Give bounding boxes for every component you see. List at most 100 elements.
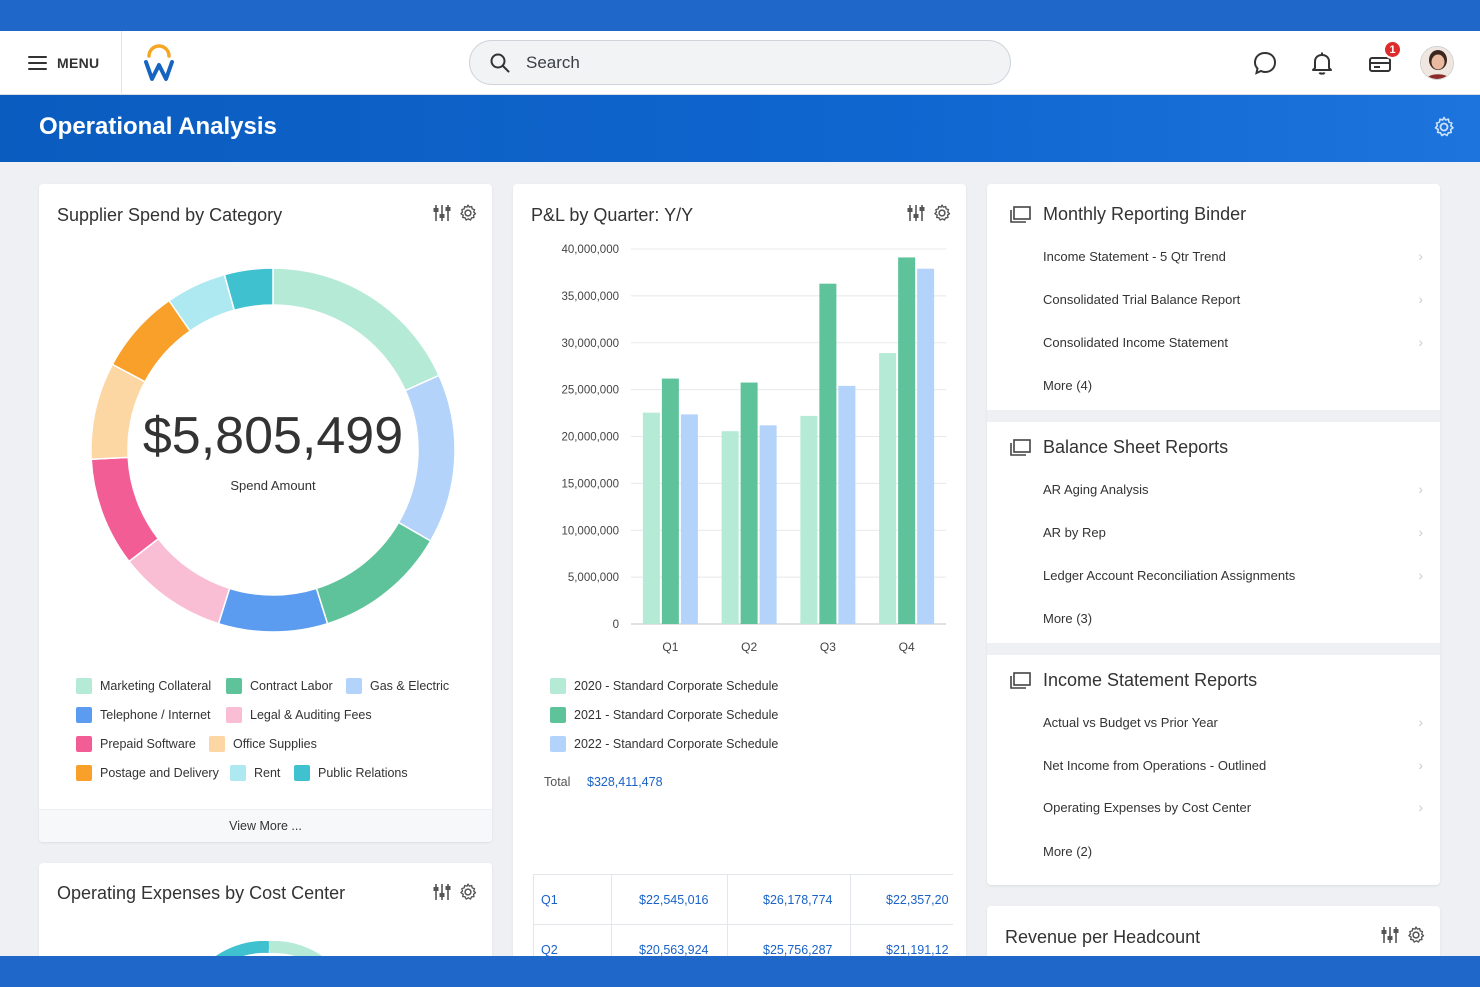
- legend-item[interactable]: Marketing Collateral: [76, 678, 211, 694]
- y-tick-label: 40,000,000: [561, 244, 619, 256]
- report-link-ledger-reconciliation[interactable]: Ledger Account Reconciliation Assignment…: [1043, 560, 1423, 590]
- balance-sheet-title: Balance Sheet Reports: [1043, 437, 1229, 457]
- workday-logo-icon[interactable]: [140, 43, 178, 83]
- report-link-consolidated-trial-balance[interactable]: Consolidated Trial Balance Report ›: [1043, 284, 1423, 314]
- filter-sliders-icon[interactable]: [432, 882, 452, 902]
- card-settings-gear-icon[interactable]: [458, 882, 478, 902]
- donut-slice-public-relations[interactable]: [223, 267, 274, 312]
- legend-label: Postage and Delivery: [100, 766, 219, 780]
- card-settings-gear-icon[interactable]: [1406, 925, 1426, 945]
- balance-sheet-header[interactable]: Balance Sheet Reports: [1009, 437, 1228, 458]
- filter-sliders-icon[interactable]: [1380, 925, 1400, 945]
- report-link-label: Ledger Account Reconciliation Assignment…: [1043, 567, 1296, 583]
- y-tick-label: 25,000,000: [561, 385, 619, 397]
- chat-icon[interactable]: [1251, 49, 1279, 77]
- income-statement-title: Income Statement Reports: [1043, 670, 1258, 690]
- bar-q4-series-3[interactable]: [917, 268, 935, 624]
- card-settings-gear-icon[interactable]: [932, 203, 952, 223]
- legend-item[interactable]: Contract Labor: [226, 678, 333, 694]
- y-tick-label: 5,000,000: [568, 572, 619, 584]
- top-bar: MENU 1: [0, 31, 1480, 95]
- bar-q2-series-3[interactable]: [759, 425, 777, 624]
- legend-label: Rent: [254, 766, 281, 780]
- supplier-spend-donut-chart: [90, 267, 456, 633]
- legend-label: 2020 - Standard Corporate Schedule: [574, 679, 779, 693]
- revenue-per-headcount-card: Revenue per Headcount: [987, 906, 1440, 956]
- legend-swatch: [76, 707, 92, 723]
- report-link-label: Income Statement - 5 Qtr Trend: [1043, 248, 1226, 264]
- page-settings-gear-icon[interactable]: [1432, 115, 1456, 139]
- legend-item[interactable]: Office Supplies: [209, 736, 317, 752]
- legend-item[interactable]: Gas & Electric: [346, 678, 449, 694]
- donut-slice-contract-labor[interactable]: [315, 521, 432, 625]
- search-box[interactable]: [469, 40, 1011, 85]
- chevron-right-icon: ›: [1418, 334, 1423, 350]
- legend-item[interactable]: Telephone / Internet: [76, 707, 211, 723]
- bar-q2-series-1[interactable]: [721, 431, 739, 624]
- legend-item[interactable]: Public Relations: [294, 765, 408, 781]
- inbox-icon[interactable]: [1366, 49, 1394, 77]
- report-link-label: Consolidated Trial Balance Report: [1043, 291, 1241, 307]
- legend-swatch: [76, 678, 92, 694]
- user-avatar[interactable]: [1420, 46, 1454, 80]
- report-link-net-income-operations[interactable]: Net Income from Operations - Outlined ›: [1043, 750, 1423, 780]
- bar-q3-series-3[interactable]: [838, 385, 856, 624]
- view-more-button[interactable]: View More ...: [39, 809, 492, 842]
- table-cell-2022: $21,191,12: [886, 942, 949, 957]
- donut-slice-marketing-collateral[interactable]: [272, 267, 441, 392]
- filter-sliders-icon[interactable]: [906, 203, 926, 223]
- filter-sliders-icon[interactable]: [432, 203, 452, 223]
- bar-q3-series-2[interactable]: [819, 283, 837, 624]
- report-link-income-statement-trend[interactable]: Income Statement - 5 Qtr Trend ›: [1043, 241, 1423, 271]
- page-title: Operational Analysis: [39, 113, 277, 140]
- table-divider: [850, 874, 851, 956]
- legend-item[interactable]: Legal & Auditing Fees: [226, 707, 372, 723]
- donut-slice-telephone-internet[interactable]: [217, 587, 329, 633]
- table-cell-2020: $20,563,924: [639, 942, 709, 957]
- bar-q4-series-2[interactable]: [898, 257, 916, 624]
- opex-donut-chart-partial: [215, 941, 323, 956]
- notification-bell-icon[interactable]: [1308, 49, 1336, 77]
- income-statement-more-link[interactable]: More (2): [1043, 844, 1093, 859]
- bar-q4-series-1[interactable]: [879, 353, 897, 624]
- report-link-consolidated-income-statement[interactable]: Consolidated Income Statement ›: [1043, 327, 1423, 357]
- income-statement-header[interactable]: Income Statement Reports: [1009, 670, 1257, 691]
- search-input[interactable]: [526, 52, 966, 73]
- bar-q1-series-2[interactable]: [661, 378, 679, 624]
- report-link-ar-by-rep[interactable]: AR by Rep ›: [1043, 517, 1423, 547]
- table-row[interactable]: Q1 $22,545,016 $26,178,774 $22,357,20: [533, 874, 953, 924]
- search-icon: [490, 53, 510, 72]
- x-tick-label: Q2: [741, 640, 757, 654]
- donut-slice-prepaid-software[interactable]: [90, 456, 160, 563]
- report-link-label: AR by Rep: [1043, 524, 1106, 540]
- legend-item[interactable]: 2022 - Standard Corporate Schedule: [550, 736, 778, 752]
- report-link-opex-by-cost-center[interactable]: Operating Expenses by Cost Center ›: [1043, 792, 1423, 822]
- report-link-label: Actual vs Budget vs Prior Year: [1043, 714, 1218, 730]
- chevron-right-icon: ›: [1418, 481, 1423, 497]
- legend-item[interactable]: Postage and Delivery: [76, 765, 219, 781]
- report-link-actual-vs-budget[interactable]: Actual vs Budget vs Prior Year ›: [1043, 707, 1423, 737]
- report-link-ar-aging[interactable]: AR Aging Analysis ›: [1043, 474, 1423, 504]
- chevron-right-icon: ›: [1418, 291, 1423, 307]
- bar-q1-series-1[interactable]: [642, 412, 660, 624]
- supplier-spend-card: Supplier Spend by Category $5,805,499 Sp…: [39, 184, 492, 842]
- legend-item[interactable]: 2020 - Standard Corporate Schedule: [550, 678, 778, 694]
- bar-q3-series-1[interactable]: [800, 415, 818, 624]
- balance-sheet-more-link[interactable]: More (3): [1043, 611, 1093, 626]
- menu-button[interactable]: MENU: [28, 51, 99, 75]
- bar-q1-series-3[interactable]: [680, 414, 698, 624]
- legend-item[interactable]: 2021 - Standard Corporate Schedule: [550, 707, 778, 723]
- monthly-binder-header[interactable]: Monthly Reporting Binder: [1009, 204, 1246, 225]
- legend-item[interactable]: Prepaid Software: [76, 736, 196, 752]
- supplier-spend-legend: Marketing Collateral Contract Labor Gas & …: [76, 678, 476, 788]
- pl-title: P&L by Quarter: Y/Y: [531, 205, 694, 225]
- revenue-per-headcount-title: Revenue per Headcount: [1005, 927, 1201, 947]
- monthly-binder-more-link[interactable]: More (4): [1043, 378, 1093, 393]
- y-tick-label: 10,000,000: [561, 525, 619, 537]
- legend-item[interactable]: Rent: [230, 765, 280, 781]
- card-settings-gear-icon[interactable]: [458, 203, 478, 223]
- supplier-card-tools: [432, 203, 478, 223]
- bar-q2-series-2[interactable]: [740, 382, 758, 624]
- table-row[interactable]: Q2 $20,563,924 $25,756,287 $21,191,12: [533, 924, 953, 956]
- donut-slice-legal-auditing-fees[interactable]: [128, 537, 231, 625]
